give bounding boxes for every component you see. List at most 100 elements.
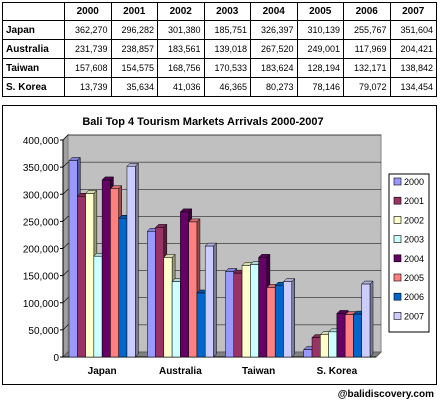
bar bbox=[147, 231, 156, 358]
legend-label: 2006 bbox=[404, 292, 424, 302]
gridline bbox=[62, 161, 381, 168]
y-tick-label: 300,000 bbox=[23, 190, 60, 201]
x-tick-label: Japan bbox=[88, 366, 117, 377]
bar bbox=[283, 281, 292, 358]
table-cell: 157,608 bbox=[64, 58, 112, 78]
table-cell: 13,739 bbox=[64, 77, 112, 97]
table-cell: 117,969 bbox=[343, 39, 391, 59]
legend-swatch bbox=[393, 235, 402, 243]
table-cell: 46,365 bbox=[203, 77, 251, 97]
bar bbox=[85, 193, 95, 358]
legend-swatch bbox=[393, 312, 402, 320]
y-tick-label: 350,000 bbox=[23, 163, 60, 174]
chart-title: Bali Top 4 Tourism Markets Arrivals 2000… bbox=[82, 116, 323, 128]
bar bbox=[68, 160, 78, 358]
table-header-cell: 2003 bbox=[203, 2, 251, 21]
bar bbox=[250, 264, 259, 358]
bar bbox=[180, 211, 189, 358]
legend-swatch bbox=[393, 273, 402, 282]
table-row: Australia 231,739 238,857 183,561 139,018 267… bbox=[2, 39, 437, 59]
bar bbox=[188, 221, 198, 358]
legend-swatch bbox=[393, 177, 402, 186]
table-cell: 183,624 bbox=[250, 58, 298, 78]
bar bbox=[77, 196, 86, 358]
credit-text: @balidiscovery.com bbox=[337, 389, 434, 400]
x-tick-label: S. Korea bbox=[317, 366, 358, 377]
table-header-cell bbox=[2, 2, 65, 21]
bar bbox=[196, 292, 206, 358]
bar bbox=[171, 281, 181, 358]
table-cell: 238,857 bbox=[110, 39, 158, 59]
bar bbox=[204, 245, 214, 358]
bar bbox=[126, 166, 136, 358]
table-cell: 231,739 bbox=[64, 39, 112, 59]
bar bbox=[93, 255, 103, 358]
table-cell: 78,146 bbox=[296, 77, 344, 97]
table-header-cell: 2006 bbox=[343, 2, 391, 21]
legend-label: 2002 bbox=[404, 215, 424, 225]
bar bbox=[110, 188, 119, 358]
x-tick-label: Australia bbox=[159, 366, 202, 377]
table-cell: 79,072 bbox=[343, 77, 391, 97]
legend-label: 2004 bbox=[404, 254, 424, 264]
y-tick-label: 150,000 bbox=[23, 272, 60, 283]
gridline bbox=[62, 188, 381, 195]
bar bbox=[344, 314, 354, 358]
table-cell: 351,604 bbox=[389, 20, 437, 40]
y-tick-label: 200,000 bbox=[23, 245, 60, 256]
bar bbox=[241, 265, 251, 358]
bar bbox=[320, 334, 329, 358]
table-cell: 138,842 bbox=[389, 58, 437, 78]
chart-frame: Bali Top 4 Tourism Markets Arrivals 2000… bbox=[2, 105, 437, 385]
table-cell: 301,380 bbox=[157, 20, 205, 40]
gridline bbox=[62, 270, 381, 276]
row-label: Taiwan bbox=[2, 58, 65, 78]
bar-side bbox=[291, 278, 295, 358]
bar bbox=[258, 257, 268, 358]
table-row: Taiwan 157,608 154,575 168,756 170,533 183,62… bbox=[2, 58, 437, 78]
bar bbox=[353, 313, 362, 358]
table-cell: 132,171 bbox=[343, 58, 391, 78]
table-cell: 183,561 bbox=[157, 39, 205, 59]
legend-label: 2001 bbox=[404, 196, 424, 206]
legend-swatch bbox=[393, 196, 402, 205]
legend-swatch bbox=[393, 254, 402, 263]
table-header-cell: 2004 bbox=[250, 2, 298, 21]
gridline bbox=[62, 134, 381, 141]
bar bbox=[155, 227, 165, 358]
y-tick-label: 0 bbox=[53, 353, 59, 364]
table-header-cell: 2002 bbox=[157, 2, 205, 21]
bar bbox=[336, 313, 346, 358]
table-cell: 128,194 bbox=[296, 58, 344, 78]
legend-box bbox=[388, 173, 430, 333]
row-label: Japan bbox=[2, 20, 65, 40]
table-cell: 168,756 bbox=[157, 58, 205, 78]
legend-swatch bbox=[393, 216, 402, 224]
table-cell: 296,282 bbox=[110, 20, 158, 40]
gridline bbox=[62, 216, 381, 222]
y-tick-label: 100,000 bbox=[23, 299, 60, 310]
legend-label: 2000 bbox=[404, 177, 424, 187]
bar bbox=[311, 337, 321, 358]
bar bbox=[101, 179, 111, 358]
table-cell: 170,533 bbox=[203, 58, 251, 78]
table-cell: 134,454 bbox=[389, 77, 437, 97]
table-cell: 185,751 bbox=[203, 20, 251, 40]
row-label: Australia bbox=[2, 39, 65, 59]
legend-label: 2007 bbox=[404, 311, 424, 321]
bar-chart: Bali Top 4 Tourism Markets Arrivals 2000… bbox=[23, 116, 430, 377]
table-cell: 249,001 bbox=[296, 39, 344, 59]
bar-side bbox=[213, 242, 217, 358]
bar-side bbox=[135, 162, 139, 358]
table-header-cell: 2001 bbox=[110, 2, 158, 21]
data-table: 2000 2001 2002 2003 2004 2005 2006 2007 Japan 36… bbox=[2, 2, 437, 97]
table-header-row: 2000 2001 2002 2003 2004 2005 2006 2007 bbox=[2, 2, 437, 21]
table-header-cell: 2000 bbox=[64, 2, 112, 21]
legend-label: 2003 bbox=[404, 235, 424, 245]
bar bbox=[233, 272, 243, 358]
table-header-cell: 2007 bbox=[389, 2, 437, 21]
table-row: Japan 362,270 296,282 301,380 185,751 326,397… bbox=[2, 20, 437, 40]
y-tick-label: 400,000 bbox=[23, 136, 60, 147]
table-cell: 310,139 bbox=[296, 20, 344, 40]
x-tick-label: Taiwan bbox=[242, 366, 275, 377]
